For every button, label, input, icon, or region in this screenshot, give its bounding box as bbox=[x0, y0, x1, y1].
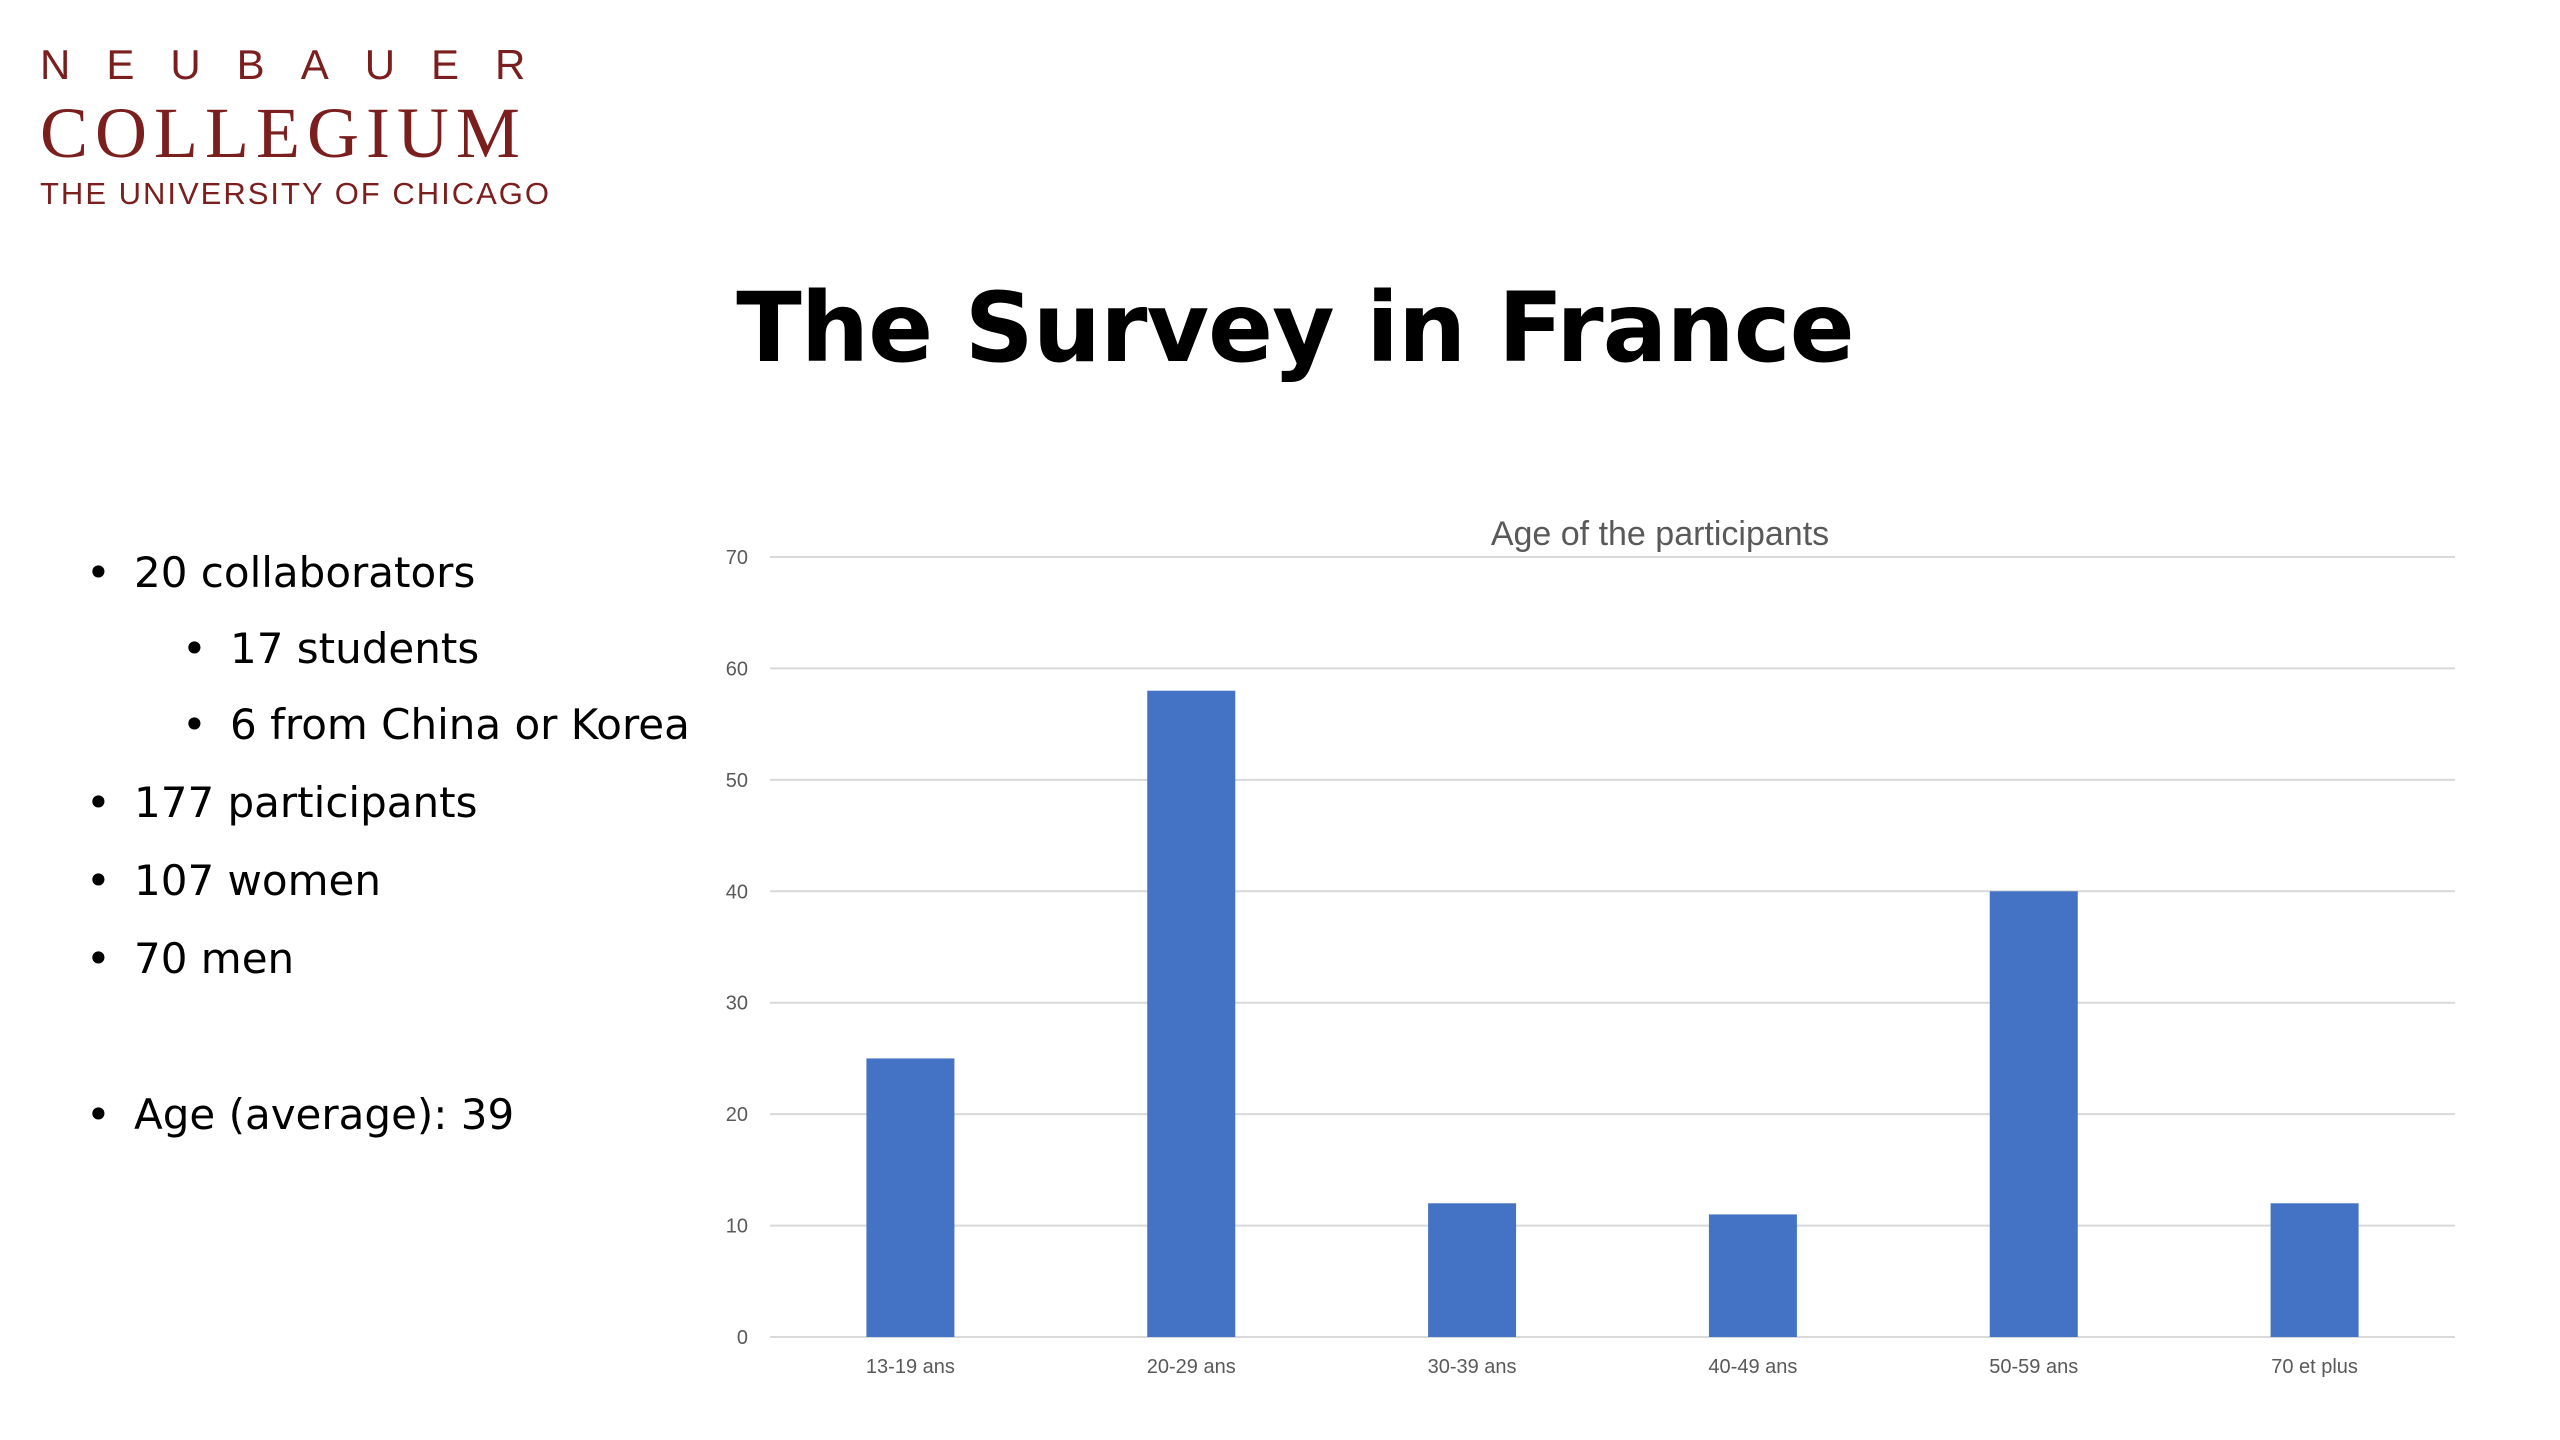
chart-plot-area: 0 10 20 30 40 50 60 70 13-19 ans 20-29 ans 30-39 a… bbox=[726, 547, 2455, 1378]
chart-title: Age of the participants bbox=[1490, 515, 1830, 553]
y-tick-label: 50 bbox=[726, 770, 748, 792]
x-tick-label: 70 et plus bbox=[2271, 1356, 2358, 1378]
neubauer-collegium-logo: NEUBAUER COLLEGIUM THE UNIVERSITY OF CHI… bbox=[40, 42, 580, 212]
logo-collegium-text: COLLEGIUM bbox=[40, 93, 527, 173]
bullet-participants: 177 participants bbox=[86, 775, 690, 831]
age-bar-chart: Age of the participants 0 10 20 30 40 50 60 70 1… bbox=[690, 505, 2480, 1425]
x-tick-label: 13-19 ans bbox=[866, 1356, 955, 1378]
logo-neubauer-text: NEUBAUER bbox=[40, 41, 562, 88]
bar-40-49-ans bbox=[1708, 1214, 1797, 1337]
logo-university-text: THE UNIVERSITY OF CHICAGO bbox=[40, 176, 552, 211]
y-tick-label: 0 bbox=[737, 1327, 748, 1349]
bullet-average-age: Age (average): 39 bbox=[86, 1087, 690, 1143]
y-tick-label: 30 bbox=[726, 993, 748, 1015]
bullet-men: 70 men bbox=[86, 931, 690, 987]
bar-70-et-plus bbox=[2270, 1203, 2359, 1337]
bullet-collaborators: 20 collaborators bbox=[86, 545, 690, 601]
bar-50-59-ans bbox=[1989, 891, 2078, 1337]
bar-20-29-ans bbox=[1147, 690, 1236, 1337]
bar-13-19-ans bbox=[866, 1058, 955, 1337]
y-tick-label: 20 bbox=[726, 1104, 748, 1126]
bullet-students: 17 students bbox=[182, 621, 690, 677]
x-tick-label: 50-59 ans bbox=[1989, 1356, 2078, 1378]
y-tick-label: 60 bbox=[726, 658, 748, 680]
x-tick-label: 30-39 ans bbox=[1428, 1356, 1517, 1378]
bullet-women: 107 women bbox=[86, 853, 690, 909]
y-tick-label: 70 bbox=[726, 547, 748, 569]
summary-bullet-list: 20 collaborators 17 students 6 from Chin… bbox=[86, 545, 690, 1143]
bullet-china-korea: 6 from China or Korea bbox=[182, 697, 690, 753]
x-tick-label: 20-29 ans bbox=[1147, 1356, 1236, 1378]
bar-30-39-ans bbox=[1428, 1203, 1517, 1337]
y-tick-label: 40 bbox=[726, 881, 748, 903]
x-tick-label: 40-49 ans bbox=[1708, 1356, 1797, 1378]
slide-title: The Survey in France bbox=[736, 272, 1854, 384]
y-tick-label: 10 bbox=[726, 1216, 748, 1238]
